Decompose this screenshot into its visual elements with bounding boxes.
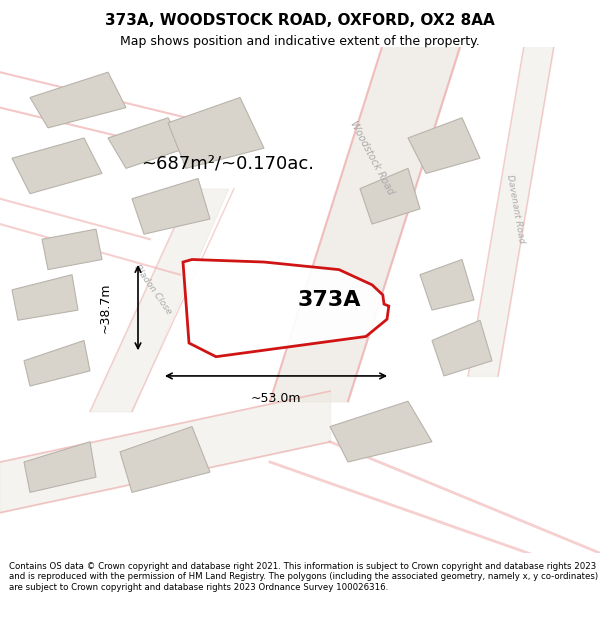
Text: 373A: 373A (298, 290, 361, 310)
Polygon shape (132, 179, 210, 234)
Polygon shape (42, 229, 102, 269)
Polygon shape (432, 320, 492, 376)
Text: Map shows position and indicative extent of the property.: Map shows position and indicative extent… (120, 35, 480, 48)
Polygon shape (24, 341, 90, 386)
Text: Davenant Road: Davenant Road (506, 174, 526, 244)
Polygon shape (12, 275, 78, 320)
Text: Woodstock Road: Woodstock Road (349, 120, 395, 197)
Polygon shape (420, 259, 474, 310)
Polygon shape (183, 259, 389, 357)
Text: ~38.7m: ~38.7m (98, 282, 112, 333)
Polygon shape (168, 98, 264, 168)
Polygon shape (24, 442, 96, 493)
Text: ~53.0m: ~53.0m (251, 392, 301, 405)
Polygon shape (12, 138, 102, 194)
Polygon shape (108, 118, 186, 168)
Text: Bladon Close: Bladon Close (133, 263, 173, 316)
Polygon shape (360, 168, 420, 224)
Text: Contains OS data © Crown copyright and database right 2021. This information is : Contains OS data © Crown copyright and d… (9, 562, 598, 591)
Polygon shape (30, 72, 126, 128)
Polygon shape (330, 401, 432, 462)
Text: 373A, WOODSTOCK ROAD, OXFORD, OX2 8AA: 373A, WOODSTOCK ROAD, OXFORD, OX2 8AA (105, 13, 495, 28)
Polygon shape (408, 118, 480, 173)
Text: ~687m²/~0.170ac.: ~687m²/~0.170ac. (142, 154, 314, 173)
Polygon shape (120, 426, 210, 493)
